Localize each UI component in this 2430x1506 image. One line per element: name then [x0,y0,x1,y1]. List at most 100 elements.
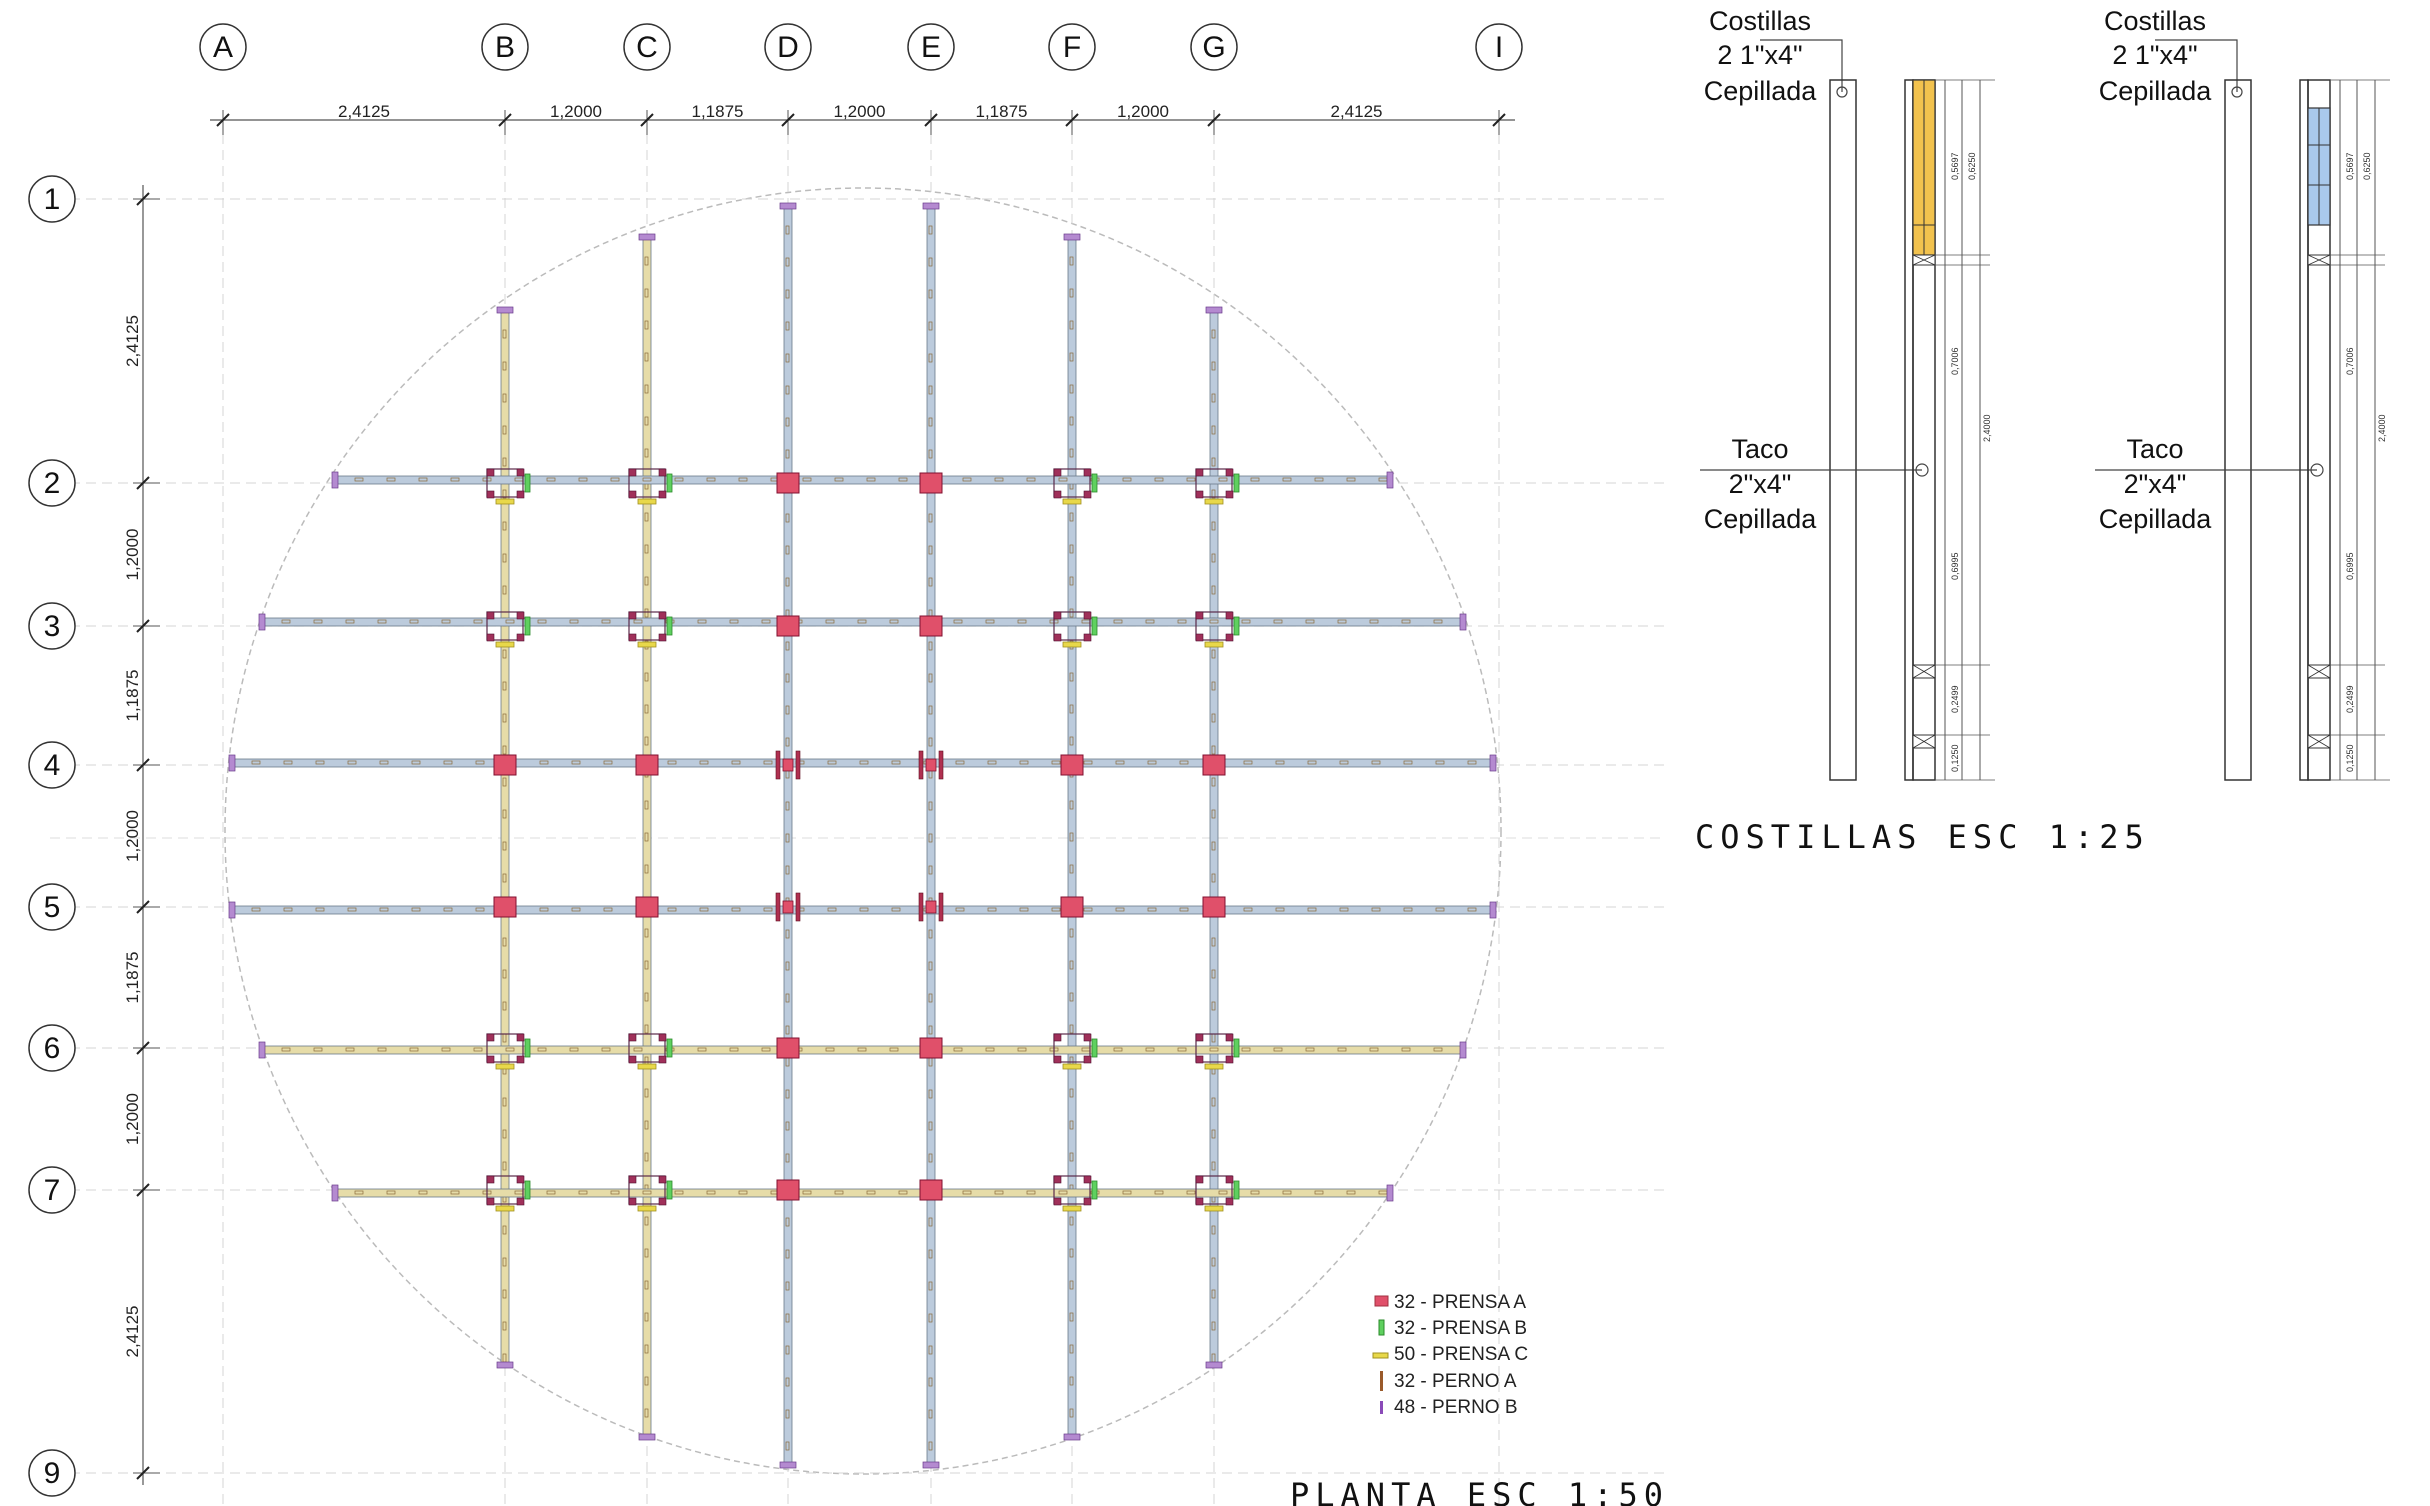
clamps-and-bolts [486,468,1240,1212]
member-bolt [644,608,649,618]
member-bolt [785,1153,790,1163]
member-bolt [1211,681,1216,691]
member-bolt [502,873,507,883]
member-bolt [644,320,649,330]
member-bolt [644,672,649,682]
member-bolt [928,1409,933,1419]
connection-frame [1053,468,1091,498]
member-bolt [315,760,325,765]
member-bolt [729,1047,739,1052]
member-bolt [1069,1152,1074,1162]
member-bolt [706,477,716,482]
prensa-a [919,472,943,494]
member-bolt [450,477,460,482]
perno-b [1053,611,1062,620]
member-bolt [928,1217,933,1227]
member-bolt [955,760,965,765]
member-bolt [1241,619,1251,624]
dim-label: 0,7006 [2345,347,2355,375]
member-bolt [1211,1129,1216,1139]
dim-tick [1065,113,1079,127]
dim-label: 2,4125 [338,102,390,121]
grid-bubble-label: D [777,31,799,64]
member-bolt [1211,489,1216,499]
perno-b [486,1197,495,1206]
member-bolt [785,321,790,331]
member-bolt [1211,969,1216,979]
perno-b [1083,1175,1092,1184]
perno-b [628,1175,637,1184]
end-cap [331,471,339,489]
end-cap [1386,1184,1394,1202]
member-bolt [502,649,507,659]
member-bolt [891,907,901,912]
legend-label: 50 - PRENSA C [1394,1344,1528,1365]
member-bolt [859,760,869,765]
perno-a [795,750,801,780]
prensa-b [524,1180,531,1200]
member-bolt [1211,777,1216,787]
rib-label-line-3: Cepillada [2099,76,2213,106]
member-bolt [610,477,620,482]
member-bolt [1337,619,1347,624]
perno-b [628,468,637,477]
prensa-a [919,1037,943,1059]
member-bolt [1307,760,1317,765]
member-bolt [1069,320,1074,330]
grid-bubble-row [28,741,76,789]
grid-bubble-label: F [1063,31,1081,64]
prensa-b [524,473,531,493]
connection-frame [1195,468,1233,498]
member-bolt [785,449,790,459]
member-bolt [785,1121,790,1131]
dim-label: 0,6250 [2362,152,2372,180]
dim-label: 1,1875 [123,670,142,722]
perno-b [1225,1033,1234,1042]
prensa-c [1204,1205,1224,1212]
prensa-a [919,615,943,637]
perno-b [486,468,495,477]
member-bolt [1019,907,1029,912]
perno-b [516,633,525,642]
member-bolt [802,477,812,482]
member-bolt [1115,907,1125,912]
member-bolt [667,760,677,765]
connection-frame [486,611,524,641]
dim-tick [136,1466,150,1480]
dim-label: 0,1250 [1950,744,1960,772]
perno-b [1053,468,1062,477]
perno-b [1195,611,1204,620]
member-bolt [1122,477,1132,482]
dim-tick [640,113,654,127]
member-bolt [1069,1248,1074,1258]
member-bolt [281,619,291,624]
perno-b [628,490,637,499]
prensa-a [1060,754,1084,776]
member-bolt [785,737,790,747]
perno-b [628,611,637,620]
member-bolt [502,361,507,371]
member-bolt [738,1190,748,1195]
member-bolt [1346,1190,1356,1195]
perno-b [658,1033,667,1042]
member-bolt [1211,649,1216,659]
prensa-c [637,498,657,505]
prensa-c [495,1205,515,1212]
member-bolt [1058,1190,1068,1195]
perno-b [516,490,525,499]
perno-b [628,1033,637,1042]
grid-bubble-label: C [636,31,658,64]
member-bolt [473,1047,483,1052]
member-bolt [953,619,963,624]
member-bolt [502,1129,507,1139]
member-bolt [539,760,549,765]
perno-b [1083,611,1092,620]
member-bolt [502,1257,507,1267]
dim-label: 0,6250 [1967,152,1977,180]
member-bolt [502,745,507,755]
member-bolt [1177,1047,1187,1052]
member-bolt [785,417,790,427]
dim-label: 0,2499 [2345,685,2355,713]
prensa-b [1233,1038,1240,1058]
perno-b [1053,1033,1062,1042]
